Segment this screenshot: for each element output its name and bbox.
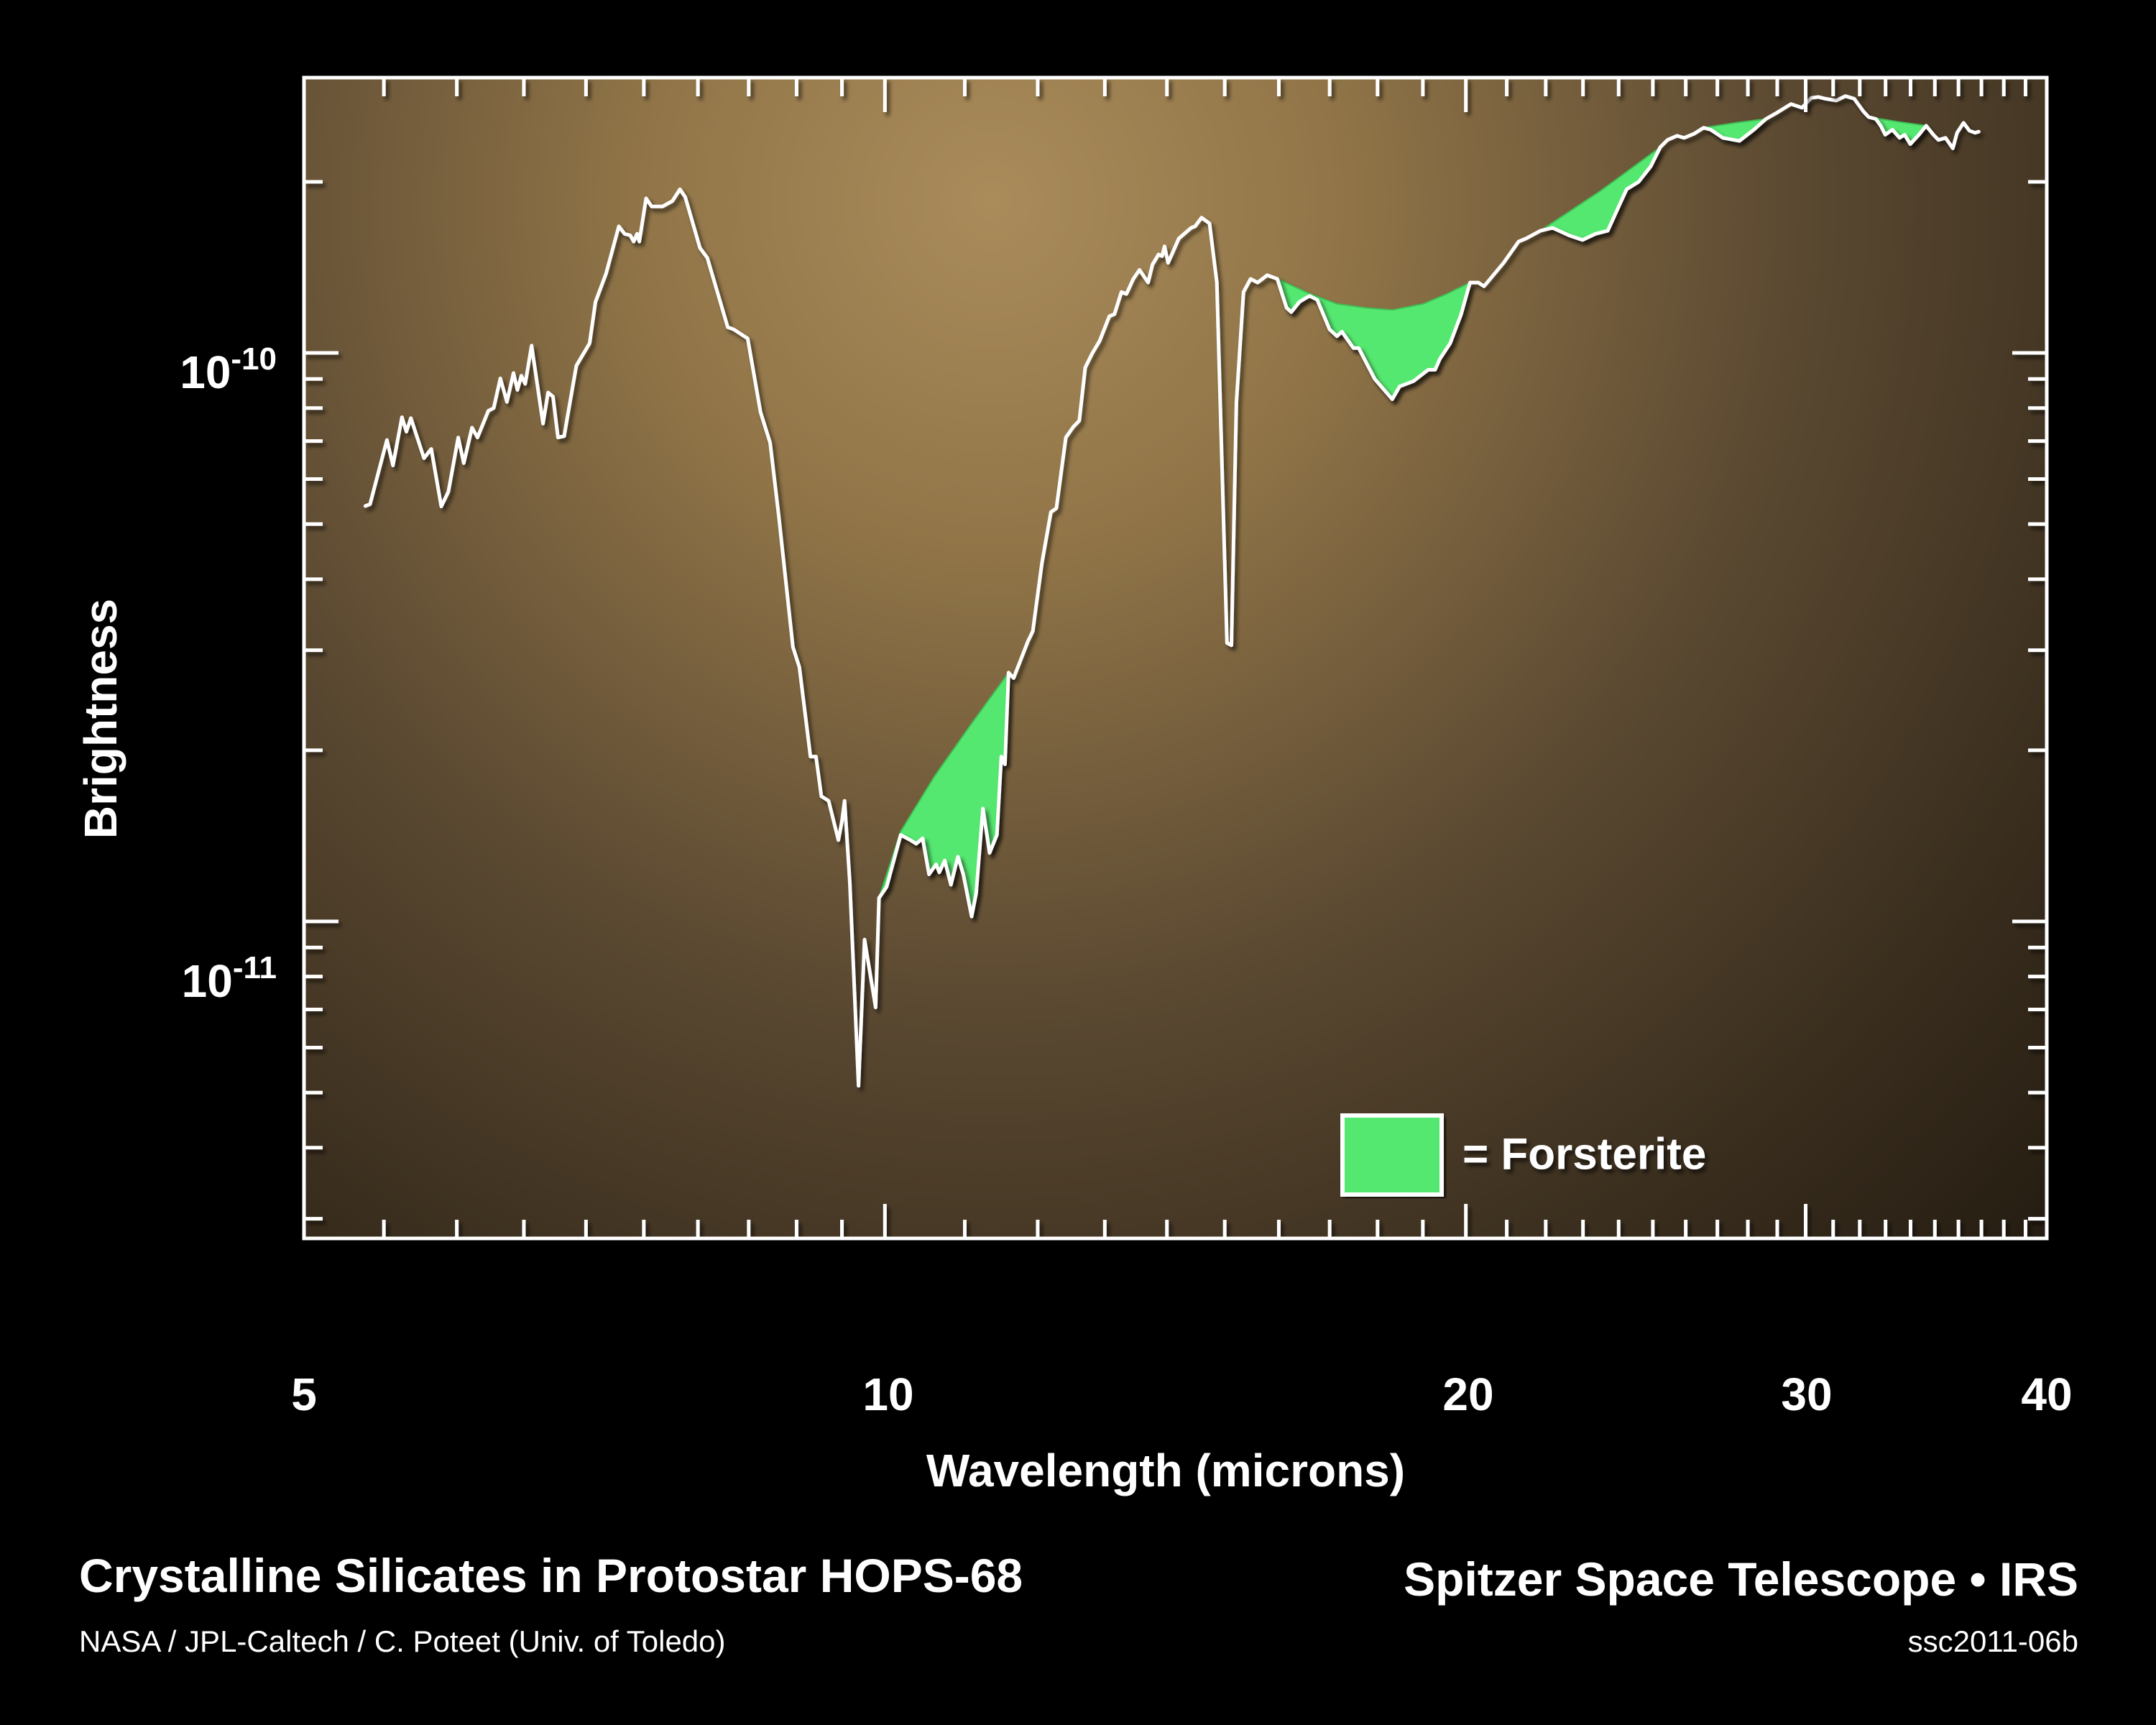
- image-credit: NASA / JPL-Caltech / C. Poteet (Univ. of…: [79, 1624, 726, 1658]
- plot-frame: [302, 75, 2049, 1241]
- x-axis-title: Wavelength (microns): [926, 1445, 1405, 1496]
- legend: = Forsterite: [1340, 1113, 1706, 1197]
- x-tick-label-20: 20: [1442, 1368, 1493, 1420]
- x-tick-label-30: 30: [1781, 1368, 1832, 1420]
- mission-label: Spitzer Space Telescope • IRS: [1404, 1552, 2078, 1606]
- spectrum-line: [363, 94, 1981, 1088]
- legend-label: = Forsterite: [1462, 1129, 1706, 1179]
- y-axis-title: Brightness: [75, 599, 126, 839]
- spectrum-polyline: [363, 94, 1981, 1088]
- x-tick-label-5: 5: [291, 1368, 317, 1420]
- x-tick-label-10: 10: [862, 1368, 913, 1420]
- y-tick-label-1e-10: 10-10: [180, 341, 277, 398]
- plot-area: [304, 78, 2047, 1238]
- image-id: ssc2011-06b: [1908, 1624, 2078, 1658]
- forsterite-fill-regions: [878, 116, 1928, 917]
- legend-swatch: [1340, 1113, 1444, 1197]
- axis-ticks: [304, 78, 2047, 1238]
- y-tick-label-1e-11: 10-11: [182, 950, 277, 1007]
- x-tick-label-40: 40: [2021, 1368, 2072, 1420]
- figure-title: Crystalline Silicates in Protostar HOPS-…: [79, 1549, 1023, 1602]
